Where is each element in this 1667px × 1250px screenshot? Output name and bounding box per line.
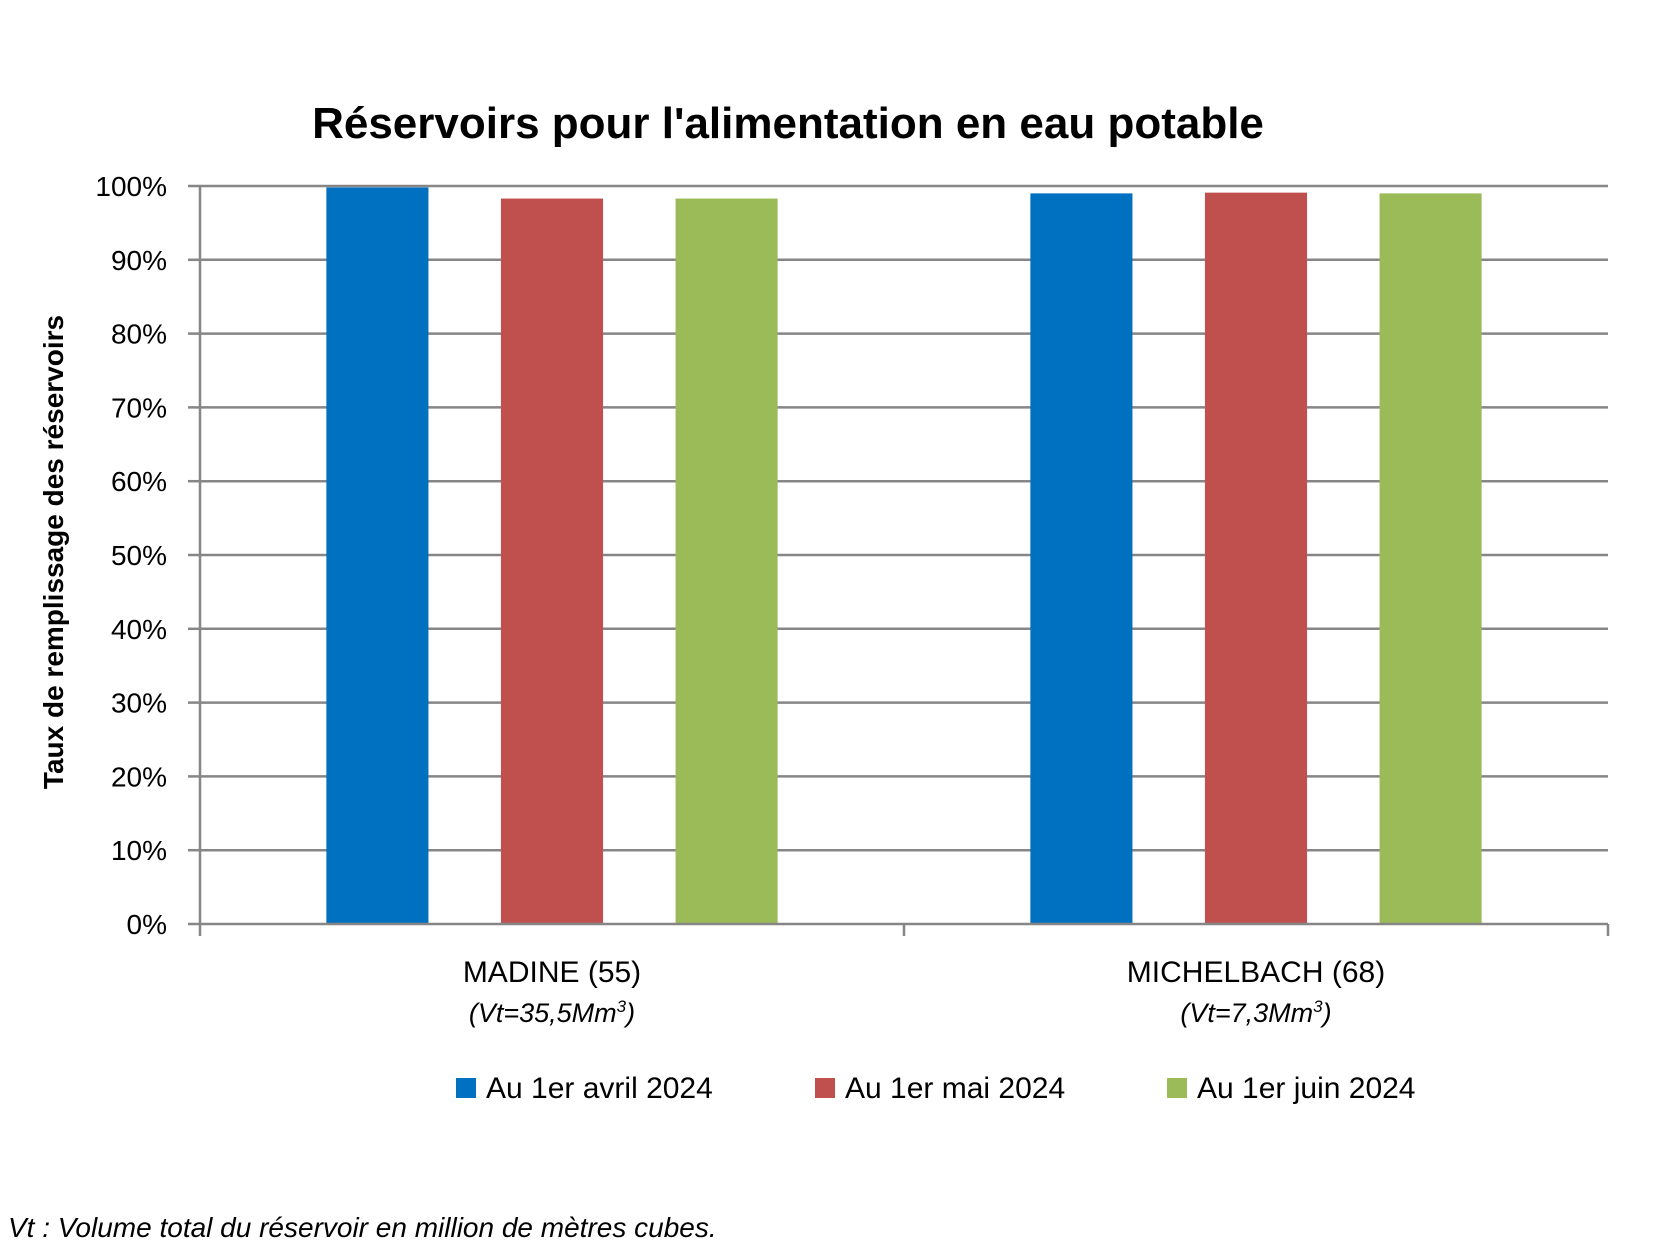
category-label: MADINE (55) xyxy=(463,956,641,989)
y-tick-label: 90% xyxy=(111,245,167,276)
legend: Au 1er avril 2024 Au 1er mai 2024 Au 1er j… xyxy=(456,1072,1416,1105)
y-tick-label: 60% xyxy=(111,466,167,497)
legend-item: Au 1er mai 2024 xyxy=(815,1072,1065,1105)
category-volume-label: (Vt=35,5Mm3) xyxy=(469,997,635,1028)
y-tick-label: 100% xyxy=(95,171,167,202)
bar-michelbach-series-3 xyxy=(1379,193,1482,924)
legend-item: Au 1er avril 2024 xyxy=(456,1072,713,1105)
legend-swatch xyxy=(815,1078,835,1098)
legend-label: Au 1er avril 2024 xyxy=(486,1072,713,1105)
y-tick-label: 0% xyxy=(127,909,167,940)
bar-michelbach-series-2 xyxy=(1204,192,1308,925)
y-tick-label: 20% xyxy=(111,761,167,792)
y-tick-label: 50% xyxy=(111,540,167,571)
category-volume-label: (Vt=7,3Mm3) xyxy=(1180,997,1331,1028)
legend-swatch xyxy=(456,1078,476,1098)
footnote: Vt : Volume total du réservoir en millio… xyxy=(8,1212,717,1243)
legend-label: Au 1er mai 2024 xyxy=(845,1072,1065,1105)
category-labels: MADINE (55) (Vt=35,5Mm3) MICHELBACH (68) (V… xyxy=(463,956,1385,1028)
chart-title: Réservoirs pour l'alimentation en eau po… xyxy=(312,99,1264,148)
bar-madine-series-1 xyxy=(326,187,429,924)
legend-label: Au 1er juin 2024 xyxy=(1197,1072,1416,1105)
bar-michelbach-series-1 xyxy=(1030,193,1133,924)
y-axis-label: Taux de remplissage des réservoirs xyxy=(38,315,69,789)
legend-item: Au 1er juin 2024 xyxy=(1167,1072,1416,1105)
axes xyxy=(198,186,1610,936)
y-tick-label: 30% xyxy=(111,688,167,719)
category-label: MICHELBACH (68) xyxy=(1127,956,1385,989)
y-tick-label: 70% xyxy=(111,392,167,423)
y-tick-label: 10% xyxy=(111,835,167,866)
legend-swatch xyxy=(1167,1078,1187,1098)
y-tick-label: 80% xyxy=(111,319,167,350)
bars xyxy=(326,187,1482,925)
bar-madine-series-2 xyxy=(500,198,604,924)
bar-madine-series-3 xyxy=(675,198,778,924)
y-tick-label: 40% xyxy=(111,614,167,645)
gridlines xyxy=(200,184,1608,852)
y-axis-ticks: 0% 10% 20% 30% 40% 50% 60% 70% 80% 90% 100% xyxy=(95,171,200,940)
